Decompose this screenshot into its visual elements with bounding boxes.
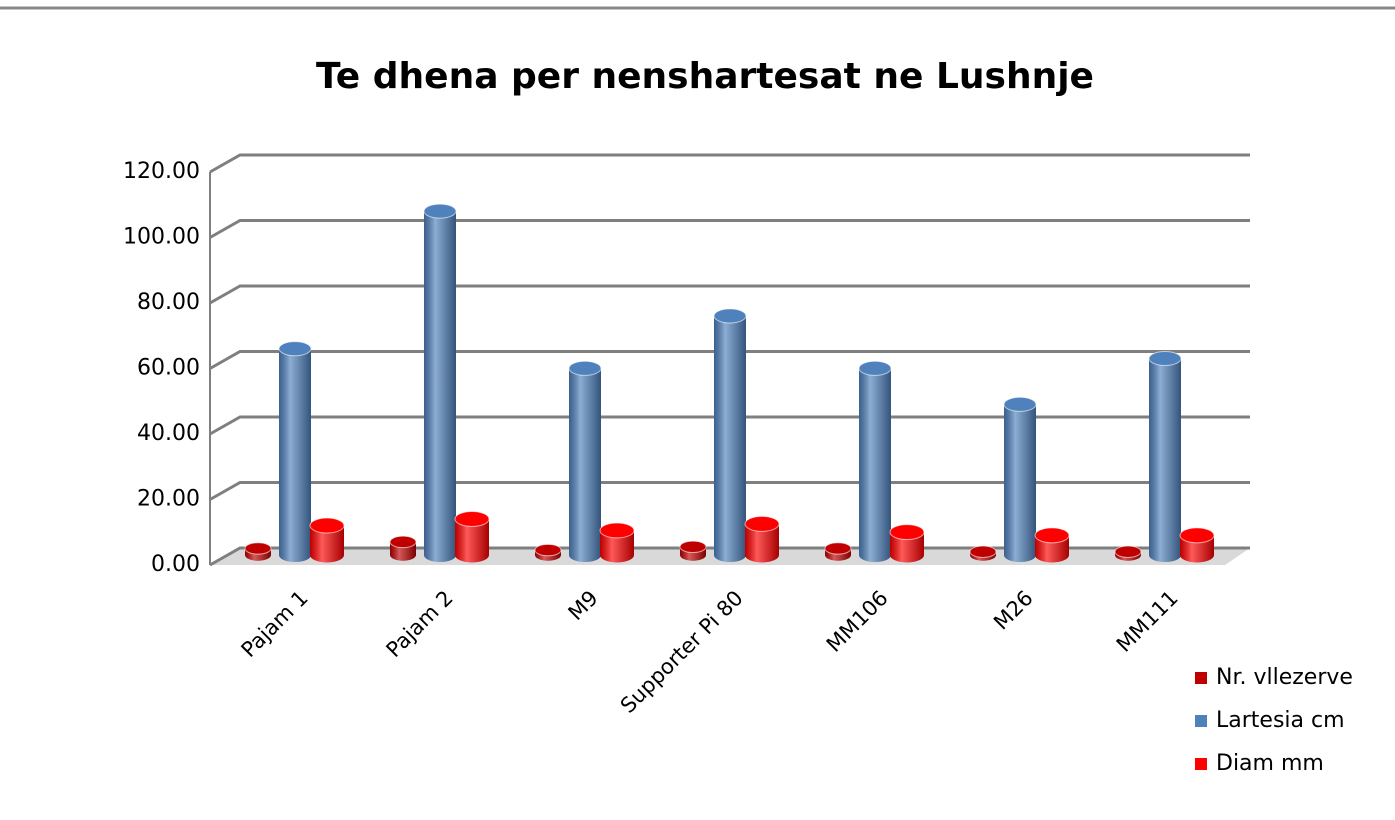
y-tick-label: 20.00 — [137, 487, 200, 512]
legend-label: Nr. vllezerve — [1216, 665, 1353, 690]
legend-swatch — [1195, 715, 1207, 727]
y-tick-label: 80.00 — [137, 290, 200, 315]
bar-top — [309, 517, 345, 534]
grid-line — [209, 350, 1250, 370]
y-tick-label: 40.00 — [137, 421, 200, 446]
legend-label: Diam mm — [1216, 751, 1324, 776]
bar-top — [858, 360, 892, 376]
x-tick-label: MM106 — [822, 586, 893, 657]
bar-top — [423, 203, 457, 219]
bar-top — [1179, 527, 1215, 544]
bar-top — [1003, 396, 1037, 412]
bar-shade — [310, 525, 344, 563]
legend-swatch — [1195, 672, 1207, 684]
bar-top — [679, 540, 707, 554]
bar-top — [278, 341, 312, 357]
y-tick-label: 0.00 — [151, 552, 200, 577]
x-tick-label: Pajam 2 — [382, 586, 458, 662]
x-tick-label: M9 — [564, 586, 603, 625]
bar-shade — [279, 348, 311, 563]
bar-top — [454, 510, 490, 527]
bar-top — [389, 535, 417, 549]
x-tick-label: Pajam 1 — [237, 586, 313, 662]
y-tick-label: 100.00 — [123, 225, 200, 250]
x-tick-label: M26 — [989, 586, 1038, 635]
x-tick-label: Supporter Pi 80 — [616, 586, 748, 718]
bar-top — [744, 515, 780, 532]
bar-top — [244, 542, 272, 555]
x-tick-label: MM111 — [1112, 586, 1183, 657]
bar-shade — [455, 518, 489, 563]
bar-shade — [569, 368, 601, 563]
y-tick-label: 60.00 — [137, 356, 200, 381]
bar-top — [1114, 545, 1142, 558]
bar-shade — [859, 368, 891, 563]
bar-top — [889, 524, 925, 541]
bar-top — [713, 308, 747, 324]
grid-line — [209, 153, 1250, 174]
legend-swatch — [1195, 758, 1207, 770]
bar-shade — [714, 315, 746, 563]
bar-shade — [424, 211, 456, 563]
bar-top — [824, 542, 852, 555]
bar-shade — [1149, 358, 1181, 563]
bar-shade — [745, 523, 779, 563]
bar-shade — [600, 530, 634, 563]
bar-top — [1034, 527, 1070, 544]
bar-top — [969, 545, 997, 558]
chart-title: Te dhena per nenshartesat ne Lushnje — [316, 56, 1094, 97]
bar-top — [1148, 350, 1182, 367]
y-tick-label: 120.00 — [123, 159, 200, 184]
grid-line — [209, 415, 1250, 436]
bar-shade — [1004, 404, 1036, 563]
grid-line — [209, 284, 1250, 305]
bar-top — [599, 522, 635, 539]
grid-line — [209, 219, 1250, 239]
grid-line — [209, 481, 1250, 501]
bar-top — [568, 360, 602, 376]
bar-shade — [890, 532, 924, 563]
legend-label: Lartesia cm — [1216, 708, 1345, 733]
bar-top — [534, 543, 562, 557]
